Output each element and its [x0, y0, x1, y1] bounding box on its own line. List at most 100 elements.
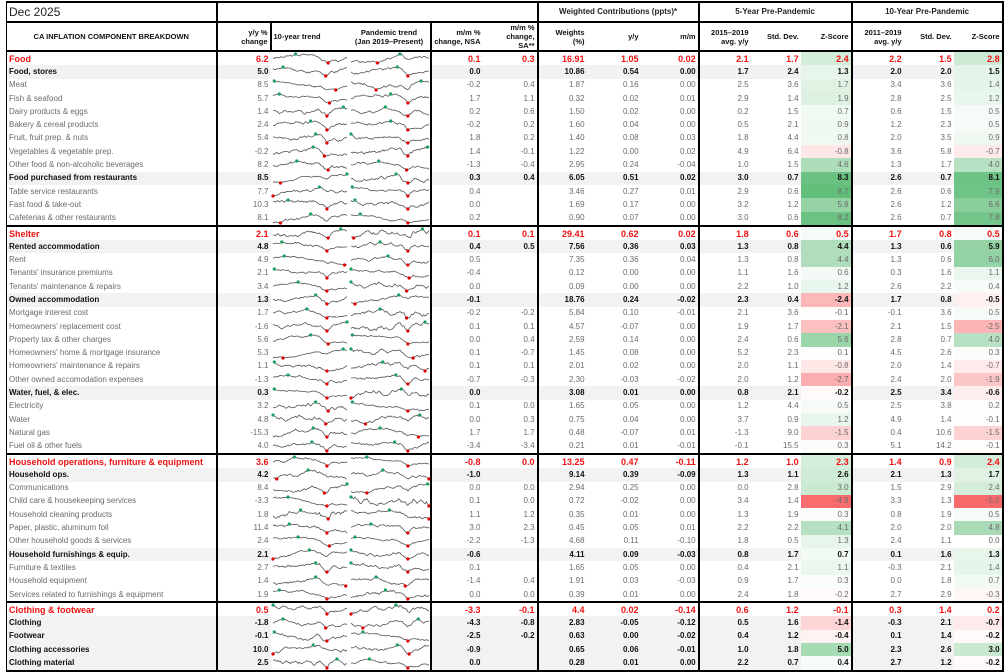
sparkline-high-marker — [376, 158, 380, 163]
sparkline-low-marker — [324, 276, 329, 280]
pandemic-trend-cell — [349, 145, 431, 158]
component-label: Dairy products & eggs — [6, 105, 217, 119]
z-score-5y: -0.8 — [800, 145, 852, 159]
sparkline-high-marker — [272, 79, 276, 83]
avg-2015-2019: 2.2 — [697, 280, 751, 294]
z-score-5y: 0.6 — [800, 266, 852, 281]
contrib-yy: 0.27 — [622, 186, 639, 196]
sparkline-low-marker — [407, 276, 411, 280]
table-row-item: Tenants' maintenance & repairs 3.4 0.0 0.09… — [6, 280, 1004, 294]
std-dev-10y: 2.0 — [903, 65, 954, 79]
sparkline-low-marker — [270, 194, 275, 198]
sparkline-low-marker — [411, 356, 415, 360]
mm-nsa: 0.0 — [429, 587, 483, 603]
yy-change: 2.5 — [215, 656, 271, 672]
sparkline-low-marker — [324, 128, 329, 132]
std-dev-10y: 1.9 — [940, 509, 952, 519]
avg-2011-2019: -0.3 — [850, 561, 904, 575]
yy-change: 5.3 — [215, 346, 271, 360]
sparkline-high-marker — [272, 630, 276, 634]
pandemic-trend-cell — [349, 588, 431, 602]
component-label: Fruit, fruit prep. & nuts — [6, 131, 217, 146]
sparkline-high-marker — [368, 521, 372, 526]
avg-2015-2019: 0.5 — [697, 616, 751, 630]
contrib-yy: 0.03 — [622, 576, 639, 586]
avg-2015-2019: 1.3 — [697, 253, 751, 267]
contrib-yy: 0.05 — [622, 523, 639, 533]
header-z-score-10y: Z-Score — [953, 22, 1004, 52]
ten-year-trend-cell — [271, 360, 349, 373]
ten-year-sparkline — [272, 617, 347, 630]
std-dev-5y: 1.8 — [787, 589, 799, 599]
contrib-mm: -0.02 — [640, 629, 699, 644]
std-dev-5y: 1.6 — [787, 268, 799, 278]
avg-2011-2019: 1.7 — [850, 225, 904, 241]
z-score-5y: 5.9 — [800, 198, 852, 212]
mm-nsa: -1.0 — [429, 468, 483, 482]
ten-year-trend-cell — [271, 495, 349, 508]
pandemic-trend-cell — [348, 386, 431, 400]
table-row-sub: Household furnishings & equip. 2.1 -0.6 4.1… — [6, 547, 1004, 562]
sparkline-low-marker — [324, 369, 329, 373]
mm-nsa: 0.2 — [429, 211, 483, 226]
component-label: Clothing material — [6, 656, 217, 672]
z-score-5y: -0.1 — [800, 306, 852, 320]
sparkline-high-marker — [341, 105, 345, 109]
std-dev-5y: 1.0 — [786, 456, 799, 467]
std-dev-10y: 2.0 — [940, 523, 952, 533]
weight: 0.12 — [536, 266, 587, 281]
contrib-yy: 0.08 — [622, 348, 639, 358]
std-dev-5y: 2.3 — [787, 348, 799, 358]
pandemic-trend-cell — [348, 547, 431, 562]
contrib-yy: 0.25 — [622, 483, 639, 493]
z-score-10y: -0.7 — [953, 616, 1004, 630]
z-score-10y: 2.4 — [953, 481, 1004, 495]
weight: 0.09 — [536, 280, 587, 294]
sparkline-low-marker — [405, 557, 409, 561]
contrib-yy: 0.01 — [622, 441, 639, 451]
avg-2015-2019: 0.9 — [697, 574, 751, 588]
ten-year-trend-cell — [270, 547, 349, 562]
std-dev-5y: 0.6 — [787, 213, 799, 223]
weight: 2.94 — [536, 481, 587, 495]
table-row-item: Dairy products & eggs 1.4 0.2 0.6 1.50 0.02 0.… — [6, 105, 1004, 119]
yy-change: 1.3 — [215, 293, 271, 307]
sparkline-high-marker — [425, 145, 429, 149]
pandemic-trend-cell — [349, 440, 431, 454]
z-score-10y: 0.5 — [953, 105, 1004, 119]
pandemic-sparkline — [350, 643, 429, 656]
avg-2011-2019: 2.1 — [850, 319, 904, 334]
pandemic-sparkline — [348, 132, 429, 145]
z-score-10y: 0.5 — [953, 306, 1004, 320]
std-dev-10y: 1.4 — [939, 604, 952, 615]
z-score-5y: 1.3 — [800, 65, 852, 79]
component-label: Clothing accessories — [6, 643, 217, 657]
mm-nsa: -0.2 — [429, 78, 483, 92]
z-score-5y: -1.4 — [800, 616, 852, 630]
sparkline-high-marker — [313, 575, 317, 579]
table-row-sub: Water, fuel, & elec. 0.3 0.0 3.08 0.01 0.00 0.… — [6, 386, 1004, 400]
mm-nsa: -1.3 — [429, 158, 483, 172]
contrib-mm: -0.03 — [640, 547, 699, 562]
table-row-item: Household equipment 1.4 -1.4 0.4 1.91 0.03 -0.… — [6, 574, 1004, 588]
yy-change: 8.5 — [215, 78, 271, 92]
z-score-10y: 0.7 — [953, 574, 1004, 588]
mm-sa — [483, 267, 538, 280]
mm-sa: -0.7 — [520, 348, 535, 358]
contrib-mm: 0.01 — [680, 523, 696, 533]
sparkline-low-marker — [324, 114, 329, 118]
pandemic-trend-cell — [349, 400, 431, 413]
yy-change: 7.7 — [215, 184, 271, 199]
weight: 4.4 — [536, 602, 587, 617]
pandemic-sparkline — [348, 280, 429, 293]
mm-nsa: 3.0 — [429, 521, 483, 535]
contrib-yy: 0.54 — [586, 65, 641, 79]
sparkline-low-marker — [324, 316, 329, 320]
table-row-cat: Shelter 2.1 0.1 0.1 29.41 0.62 0.02 1.8 0.6 0.5 1.… — [6, 225, 1004, 241]
pandemic-trend-cell — [348, 267, 431, 280]
component-label: Fish & seafood — [6, 91, 217, 106]
sparkline-low-marker — [333, 88, 337, 92]
yy-change: 3.2 — [215, 399, 271, 414]
avg-2015-2019: 2.1 — [697, 51, 751, 66]
pandemic-trend-cell — [349, 482, 431, 495]
